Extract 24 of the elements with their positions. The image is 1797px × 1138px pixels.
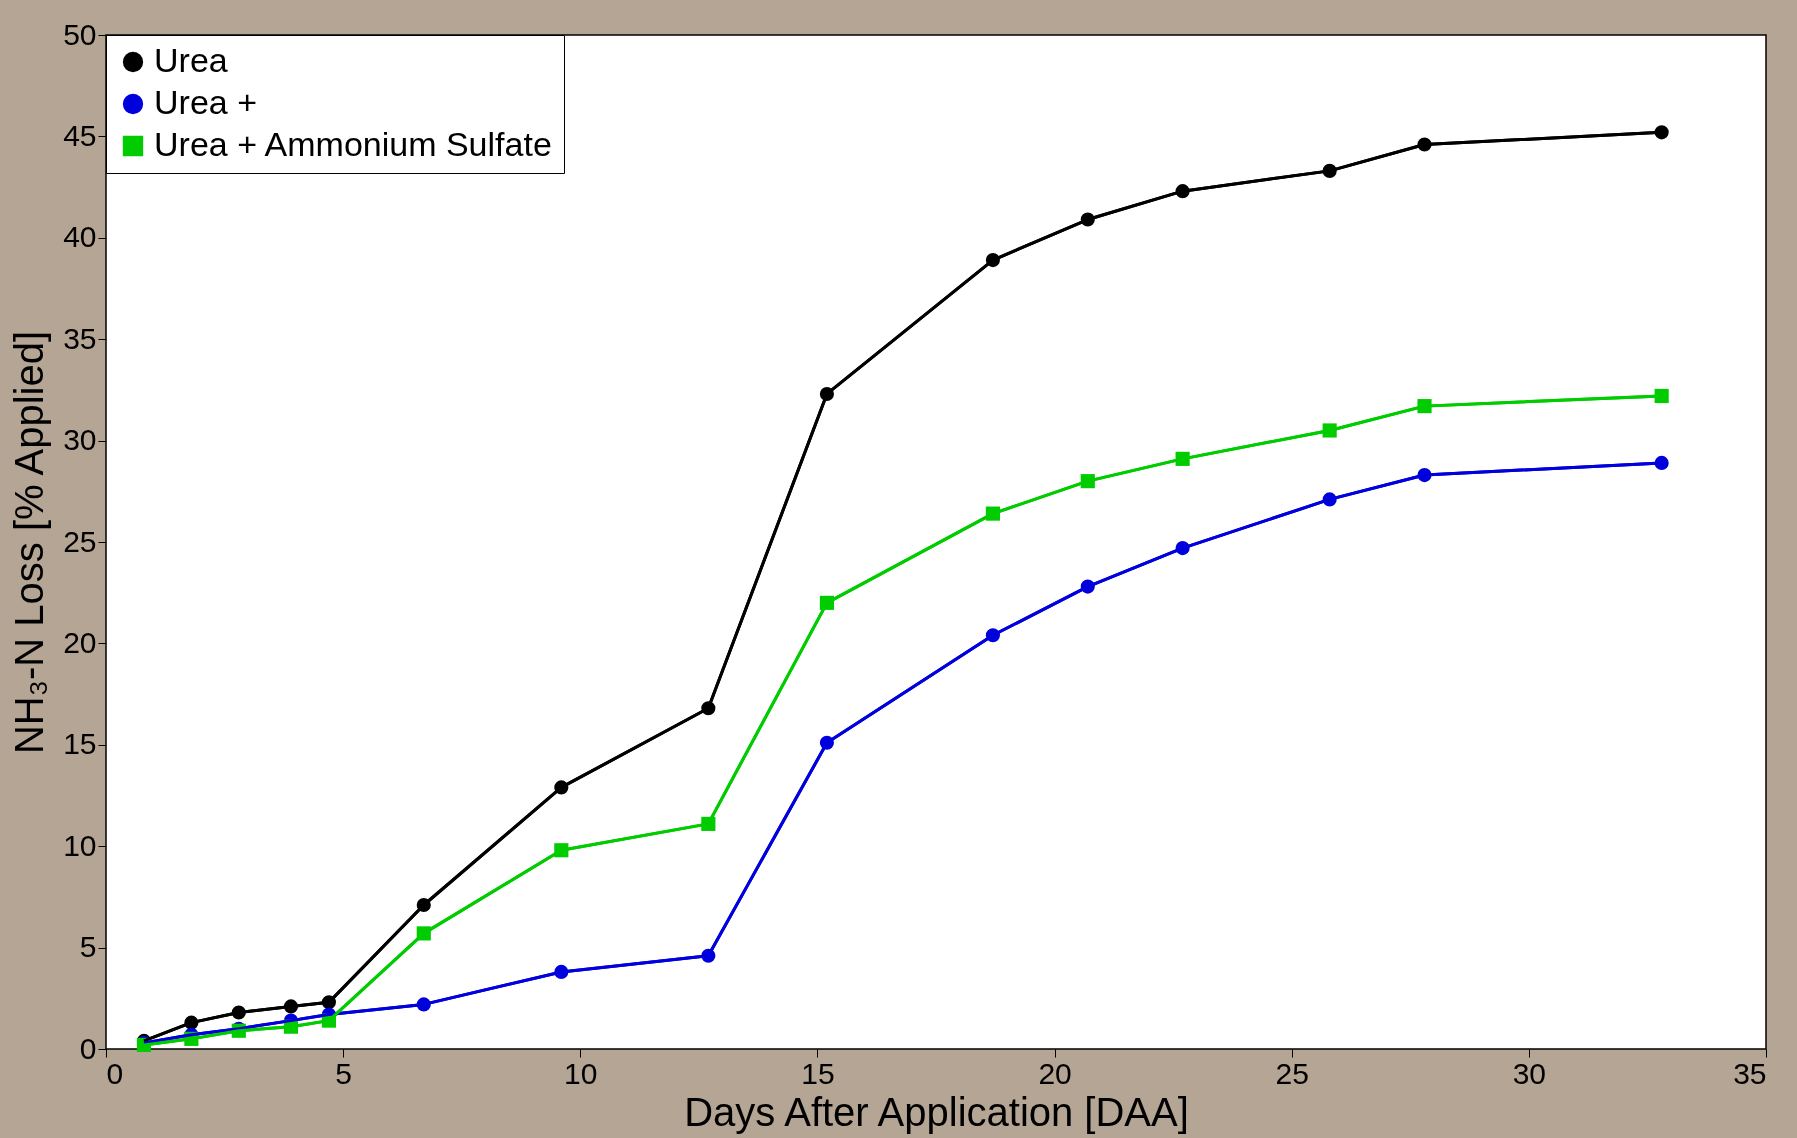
y-tick-label: 35 xyxy=(63,321,97,355)
y-tick-label: 15 xyxy=(63,727,97,761)
y-tick-label: 40 xyxy=(63,220,97,254)
y-tick-label: 5 xyxy=(79,930,97,964)
y-tick-label: 30 xyxy=(63,423,97,457)
x-tick-label: 0 xyxy=(106,1056,124,1090)
x-tick-label: 15 xyxy=(801,1056,835,1090)
y-tick-label: 10 xyxy=(63,828,97,862)
x-axis-title: Days After Application [DAA] xyxy=(684,1089,1189,1134)
y-tick-label: 45 xyxy=(63,118,97,152)
x-tick-label: 30 xyxy=(1512,1056,1547,1090)
y-tick-label: 50 xyxy=(63,17,97,51)
y-tick-label: 20 xyxy=(63,625,97,659)
legend-label: Urea xyxy=(154,41,228,79)
legend-label: Urea + xyxy=(154,83,257,121)
y-tick-label: 25 xyxy=(63,524,97,558)
y-axis-title: NH₃-N Loss [% Applied] xyxy=(7,330,52,755)
x-tick-label: 5 xyxy=(335,1056,352,1090)
x-tick-label: 35 xyxy=(1733,1056,1767,1090)
legend-label: Urea + Ammonium Sulfate xyxy=(154,125,552,163)
x-tick-label: 20 xyxy=(1038,1056,1072,1090)
x-tick-label: 25 xyxy=(1275,1056,1309,1090)
x-tick-label: 10 xyxy=(564,1056,598,1090)
y-tick-label: 0 xyxy=(79,1031,97,1065)
